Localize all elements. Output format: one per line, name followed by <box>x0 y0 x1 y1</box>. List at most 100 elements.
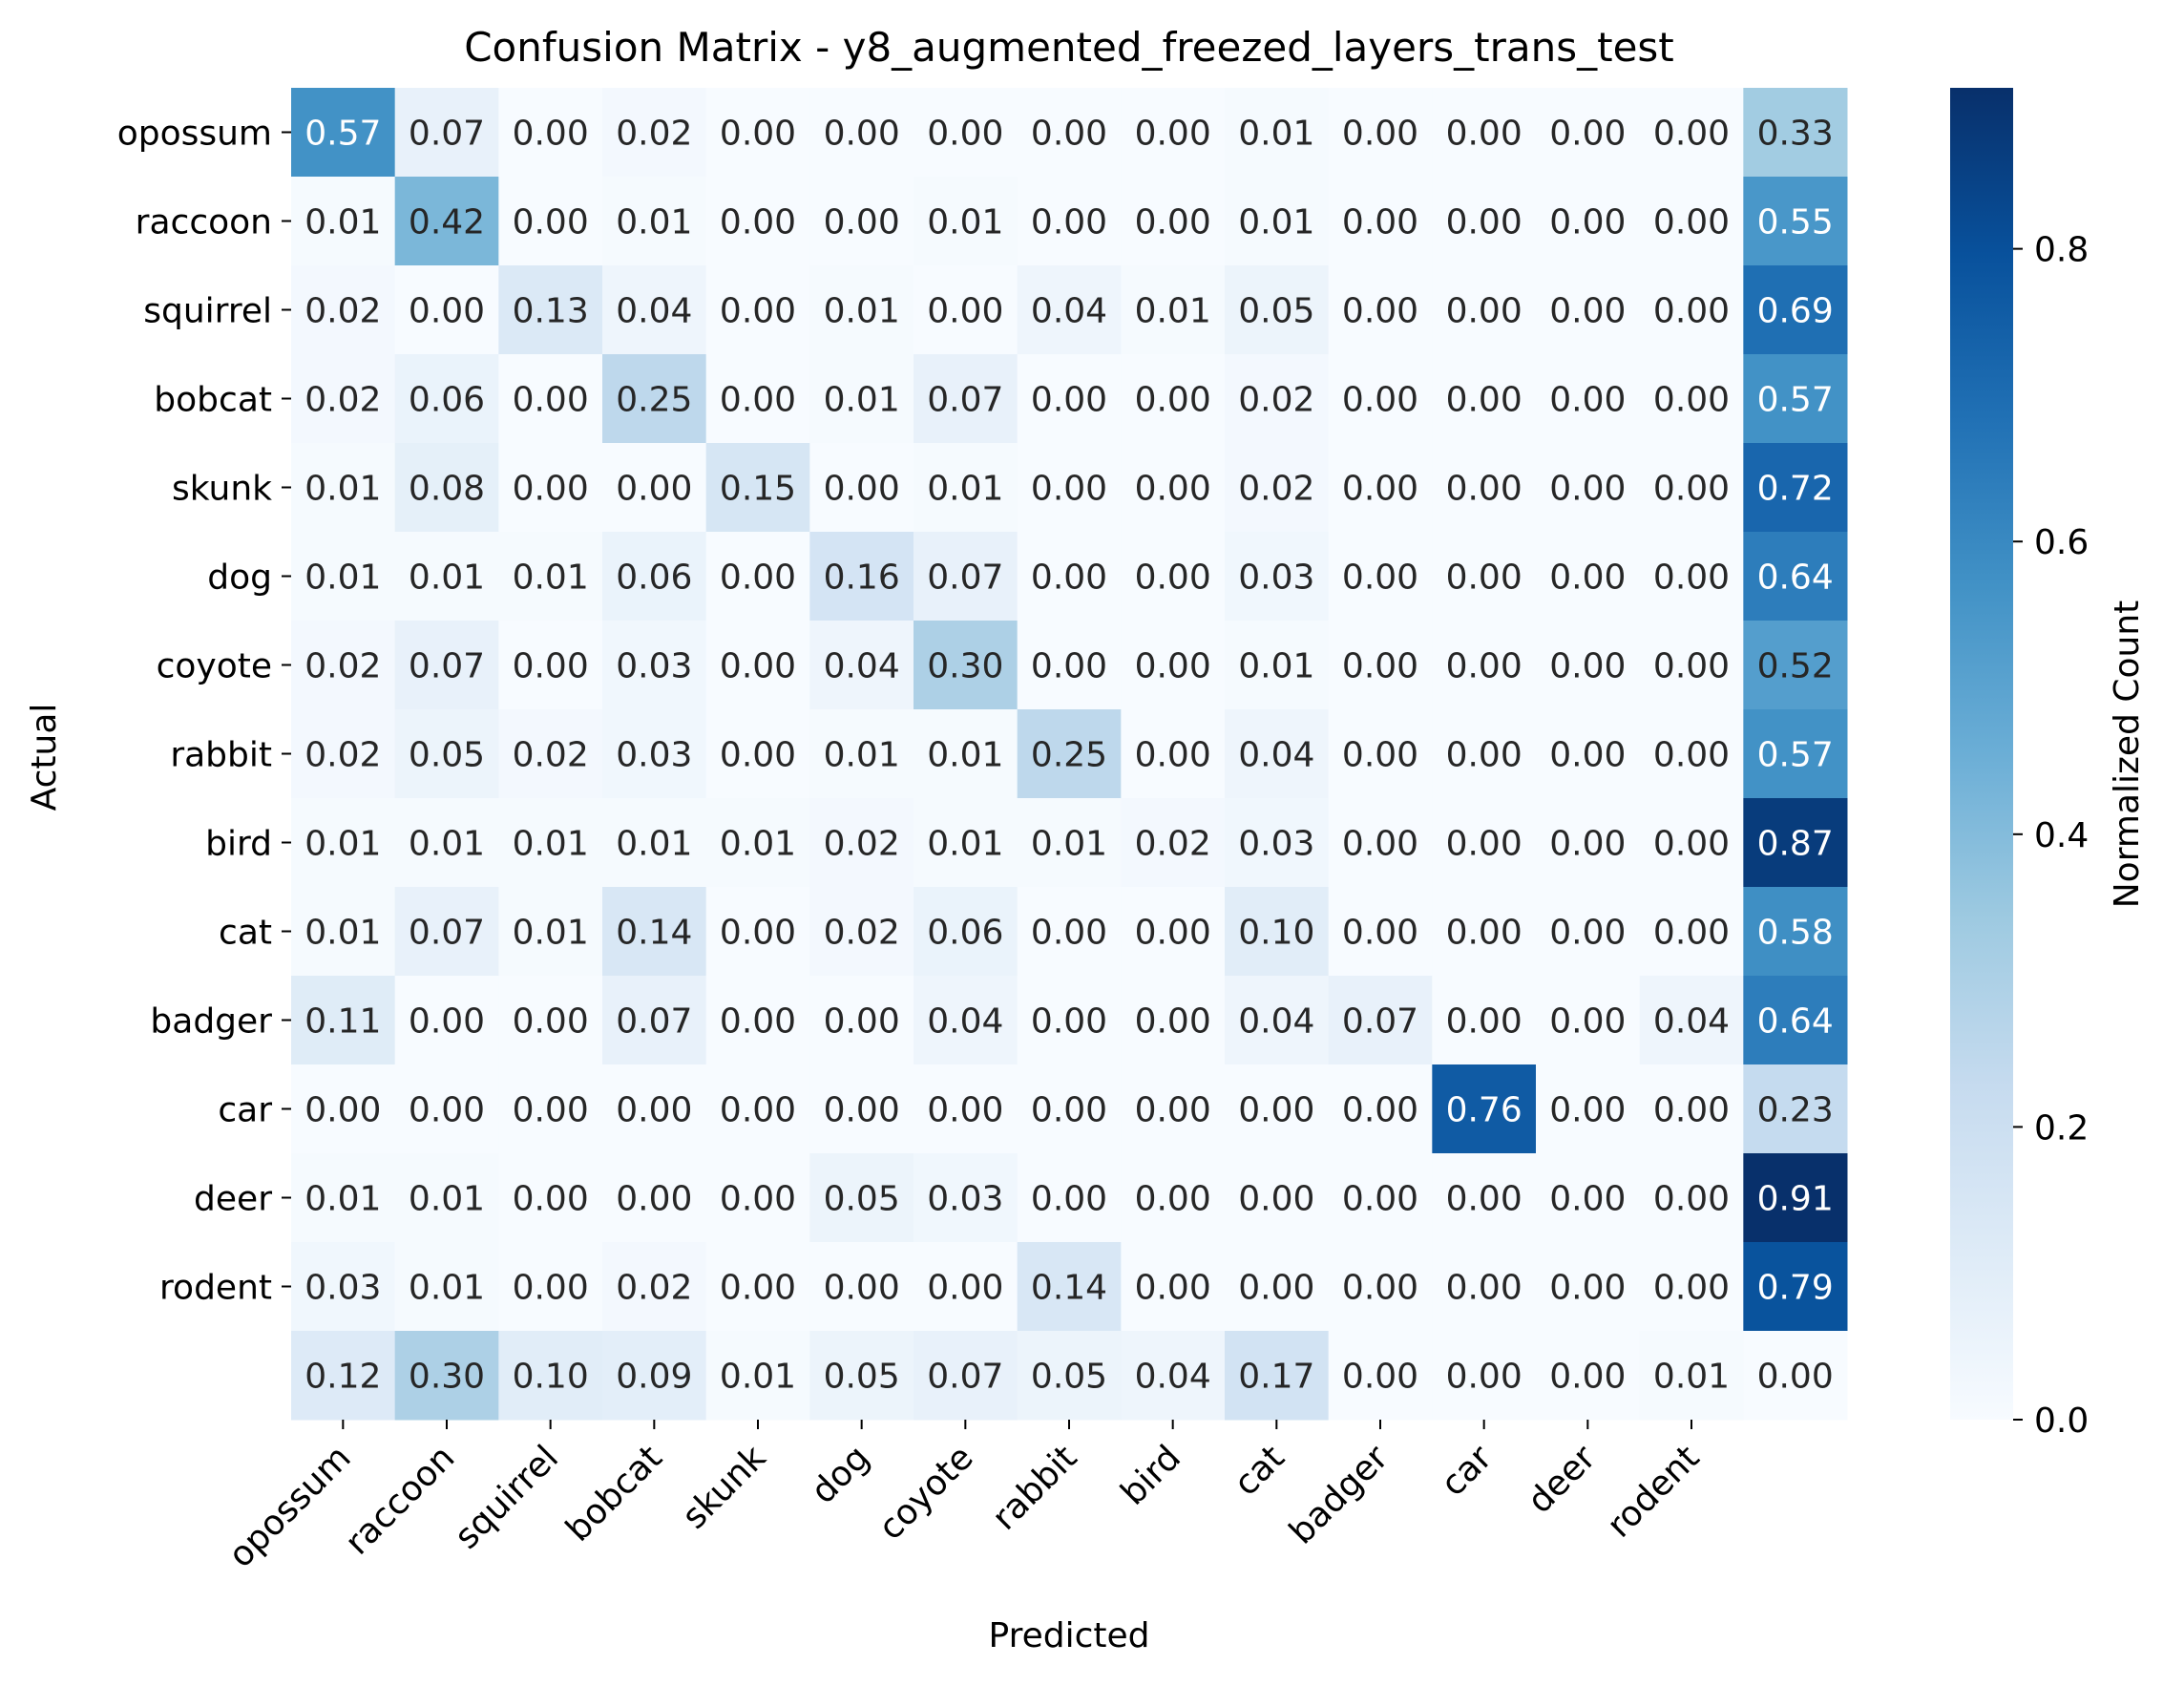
cell-value-label: 0.01 <box>513 914 589 953</box>
heatmap-cell <box>1121 1064 1226 1154</box>
heatmap-cell <box>602 1242 707 1332</box>
cell-value-label: 0.00 <box>1446 1358 1522 1397</box>
cell-value-label: 0.01 <box>1238 647 1314 686</box>
heatmap-cell <box>705 354 810 444</box>
colorbar-gradient <box>1950 88 2013 1420</box>
cell-value-label: 0.00 <box>927 292 1003 331</box>
heatmap-cell <box>291 621 396 710</box>
heatmap-cell <box>1432 709 1537 799</box>
x-tick-label: skunk <box>675 1438 773 1536</box>
cell-value-label: 0.00 <box>1342 914 1418 953</box>
heatmap-cell <box>705 621 810 710</box>
heatmap-cell <box>602 354 707 444</box>
heatmap-cell <box>602 976 707 1065</box>
colorbar-tick-label: 0.6 <box>2034 523 2089 562</box>
heatmap-cell <box>1017 1331 1122 1421</box>
cell-value-label: 0.76 <box>1446 1091 1522 1130</box>
cell-value-label: 0.00 <box>1342 1180 1418 1219</box>
cell-value-label: 0.07 <box>409 914 485 953</box>
x-tick-label: badger <box>1282 1438 1396 1551</box>
heatmap-cell <box>1328 354 1433 444</box>
heatmap-cell <box>291 443 396 533</box>
cell-value-label: 0.00 <box>824 1269 900 1308</box>
cell-value-label: 0.00 <box>1653 381 1730 420</box>
cell-value-label: 0.01 <box>304 203 381 242</box>
cell-value-label: 0.00 <box>1342 558 1418 598</box>
heatmap-cell <box>1017 177 1122 266</box>
cell-value-label: 0.03 <box>304 1269 381 1308</box>
heatmap-cell <box>809 532 914 622</box>
cell-value-label: 0.00 <box>1446 825 1522 864</box>
y-axis-label: Actual <box>25 704 64 811</box>
heatmap-cell <box>1432 1064 1537 1154</box>
heatmap-cell <box>914 177 1018 266</box>
heatmap-cell <box>1017 443 1122 533</box>
cell-value-label: 0.05 <box>824 1358 900 1397</box>
cell-value-label: 0.02 <box>304 647 381 686</box>
heatmap-cell <box>809 1242 914 1332</box>
cell-value-label: 0.12 <box>304 1358 381 1397</box>
cell-value-label: 0.00 <box>1031 1180 1107 1219</box>
cell-value-label: 0.00 <box>513 381 589 420</box>
cell-value-label: 0.57 <box>1757 736 1834 775</box>
heatmap-cell <box>1017 1064 1122 1154</box>
cell-value-label: 0.14 <box>616 914 692 953</box>
cell-value-label: 0.08 <box>409 470 485 509</box>
cell-value-label: 0.00 <box>1342 470 1418 509</box>
cell-value-label: 0.01 <box>720 825 796 864</box>
cell-value-label: 0.01 <box>824 381 900 420</box>
heatmap-cell <box>1121 443 1226 533</box>
heatmap-cell <box>602 532 707 622</box>
cell-value-label: 0.00 <box>1135 736 1211 775</box>
heatmap-cell <box>705 1331 810 1421</box>
heatmap-cell <box>394 621 499 710</box>
heatmap-cell <box>1639 1064 1744 1154</box>
cell-value-label: 0.00 <box>1653 647 1730 686</box>
cell-value-label: 0.00 <box>720 381 796 420</box>
heatmap-cell <box>602 887 707 977</box>
cell-value-label: 0.52 <box>1757 647 1834 686</box>
heatmap-cell <box>914 1153 1018 1243</box>
heatmap-cell <box>809 887 914 977</box>
cell-value-label: 0.00 <box>1342 1358 1418 1397</box>
heatmap-cell <box>1432 354 1537 444</box>
heatmap-cell <box>1121 532 1226 622</box>
heatmap-cell <box>394 1153 499 1243</box>
heatmap-cell <box>1121 1331 1226 1421</box>
cell-value-label: 0.00 <box>1549 647 1626 686</box>
heatmap-cell <box>809 976 914 1065</box>
cell-value-label: 0.87 <box>1757 825 1834 864</box>
heatmap-cell <box>498 976 603 1065</box>
cell-value-label: 0.03 <box>1238 825 1314 864</box>
heatmap-cell <box>705 1064 810 1154</box>
cell-value-label: 0.00 <box>1549 115 1626 154</box>
heatmap-cell <box>1225 1153 1330 1243</box>
cell-value-label: 0.00 <box>720 115 796 154</box>
y-tick-label: raccoon <box>136 203 272 242</box>
y-tick-label: skunk <box>172 470 272 509</box>
heatmap-cell <box>914 976 1018 1065</box>
cell-value-label: 0.00 <box>513 647 589 686</box>
heatmap-cell <box>1432 1242 1537 1332</box>
cell-value-label: 0.02 <box>304 736 381 775</box>
cell-value-label: 0.00 <box>720 736 796 775</box>
heatmap-cell <box>1536 1064 1641 1154</box>
heatmap-cell <box>914 265 1018 355</box>
cell-value-label: 0.00 <box>1446 1180 1522 1219</box>
heatmap-cell <box>1225 177 1330 266</box>
heatmap-cell <box>1328 887 1433 977</box>
cell-value-label: 0.00 <box>409 1091 485 1130</box>
cell-value-label: 0.00 <box>1653 825 1730 864</box>
cell-value-label: 0.01 <box>304 1180 381 1219</box>
cell-value-label: 0.07 <box>927 381 1003 420</box>
heatmap-cell <box>1017 88 1122 178</box>
heatmap-cell <box>1432 1153 1537 1243</box>
y-tick-label: badger <box>150 1002 272 1042</box>
cell-value-label: 0.03 <box>616 647 692 686</box>
cell-value-label: 0.00 <box>927 1091 1003 1130</box>
heatmap-cell <box>809 265 914 355</box>
heatmap-cell <box>498 532 603 622</box>
colorbar-tick-label: 0.0 <box>2034 1401 2089 1441</box>
x-tick-label: deer <box>1521 1438 1604 1521</box>
heatmap-cell <box>914 443 1018 533</box>
